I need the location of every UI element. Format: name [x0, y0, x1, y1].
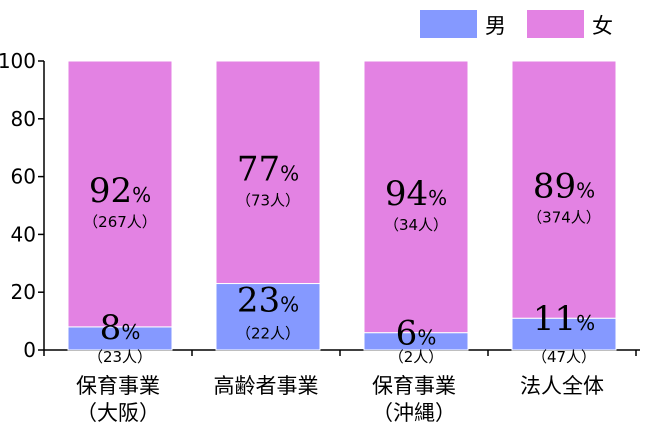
percent-value: 94	[385, 174, 428, 214]
y-tick-label: 80	[11, 107, 36, 131]
percent-value: 77	[237, 149, 280, 189]
x-axis: 保育事業 （大阪） 高齢者事業 保育事業 （沖縄） 法人全体	[43, 349, 640, 425]
bar-segment-male	[215, 283, 321, 351]
legend-swatch-female	[527, 10, 584, 38]
percent-value: 11	[533, 299, 576, 339]
x-tick-label: 保育事業	[76, 374, 160, 398]
y-tick-label: 60	[11, 165, 36, 189]
percent-value: 92	[89, 171, 132, 211]
bar-segment-male	[511, 317, 617, 351]
legend: 男女	[420, 10, 613, 38]
x-tick-label: 法人全体	[520, 374, 604, 398]
percent-sign: %	[280, 293, 299, 317]
bar-count-label: （2人）	[389, 348, 444, 366]
bar-count-label: （267人）	[83, 213, 157, 231]
bar-segment-female	[67, 60, 173, 328]
percent-value: 23	[237, 281, 280, 321]
percent-sign: %	[132, 183, 151, 207]
percent-sign: %	[417, 326, 436, 350]
bar-segment-female	[363, 60, 469, 334]
percent-value: 8	[100, 308, 122, 348]
y-tick-label: 20	[11, 280, 36, 304]
bar-segment-female	[511, 60, 617, 319]
bar-percent-label: 23%	[237, 281, 299, 321]
bar-percent-label: 77%	[237, 149, 299, 189]
bar-count-label: （47人）	[532, 348, 596, 366]
legend-label: 男	[485, 14, 506, 38]
bar-percent-label: 11%	[533, 299, 595, 339]
y-tick-label: 0	[23, 338, 36, 362]
y-tick-label: 40	[11, 222, 36, 246]
bar-count-label: （34人）	[384, 216, 448, 234]
percent-value: 89	[533, 167, 576, 207]
percent-sign: %	[576, 311, 595, 335]
x-tick-label: 高齢者事業	[214, 374, 319, 398]
bars	[67, 60, 617, 351]
bar-percent-label: 94%	[385, 174, 447, 214]
percent-sign: %	[121, 320, 140, 344]
x-tick-label: （沖縄）	[372, 401, 456, 425]
x-tick-label: 保育事業	[372, 374, 456, 398]
bar-count-label: （23人）	[88, 348, 152, 366]
y-tick-label: 100	[0, 49, 36, 73]
bar-count-label: （374人）	[527, 209, 601, 227]
percent-sign: %	[576, 179, 595, 203]
percent-value: 6	[396, 314, 418, 354]
bar-percent-label: 89%	[533, 167, 595, 207]
y-axis: 0 20 40 60 80 100	[0, 49, 45, 362]
x-tick-label: （大阪）	[76, 401, 160, 425]
bar-percent-label: 8%	[100, 308, 141, 348]
bar-percent-label: 92%	[89, 171, 151, 211]
data-labels: 8%（23人）92%（267人）23%（22人）77%（73人）6%（2人）94…	[83, 149, 601, 366]
bar-count-label: （73人）	[236, 191, 300, 209]
bar-count-label: （22人）	[236, 325, 300, 343]
bar-segment-female	[215, 60, 321, 285]
percent-sign: %	[280, 161, 299, 185]
legend-label: 女	[592, 14, 613, 38]
percent-sign: %	[428, 186, 447, 210]
bar-percent-label: 6%	[396, 314, 437, 354]
legend-swatch-male	[420, 10, 477, 38]
